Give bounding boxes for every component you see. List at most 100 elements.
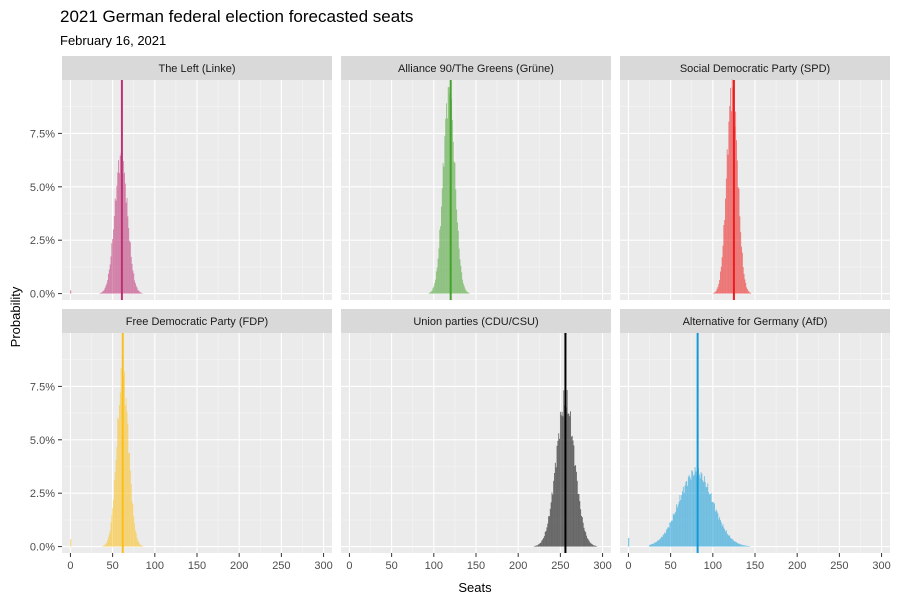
y-tick-label: 2.5%: [30, 235, 55, 247]
histogram-bar: [669, 522, 671, 547]
histogram-bar: [741, 246, 742, 294]
histogram-bar: [112, 508, 114, 547]
histogram-bar: [733, 541, 735, 547]
histogram-bar: [562, 416, 564, 547]
histogram-bar: [745, 545, 747, 547]
histogram-bar: [538, 543, 540, 547]
histogram-bar: [592, 545, 594, 547]
histogram-bar: [102, 291, 103, 294]
histogram-bar: [108, 534, 110, 547]
histogram-bar: [435, 279, 436, 294]
histogram-bar: [730, 538, 732, 547]
histogram-bar: [102, 546, 103, 547]
histogram-bar: [692, 471, 694, 547]
histogram-bar: [436, 267, 438, 294]
histogram-bar: [140, 544, 141, 547]
histogram-bar: [748, 291, 750, 294]
facet-panel: Union parties (CDU/CSU) 0 50 100 150 200 250 30…: [341, 309, 612, 572]
facet-strip: [62, 309, 332, 333]
histogram-bar: [678, 501, 680, 547]
histogram-bar: [118, 405, 120, 547]
histogram-bar: [591, 543, 593, 547]
histogram-bar: [586, 535, 588, 547]
histogram-bar: [661, 537, 663, 547]
histogram-bar: [735, 541, 737, 547]
y-tick-label: 7.5%: [30, 381, 55, 393]
histogram-bar: [115, 460, 117, 547]
histogram-bar: [537, 545, 539, 547]
facet-strip-label: Alternative for Germany (AfD): [683, 316, 828, 328]
histogram-bar: [131, 263, 133, 294]
histogram-bar: [568, 413, 570, 547]
histogram-bar: [713, 292, 715, 294]
histogram-bar: [541, 540, 543, 547]
histogram-bar: [745, 282, 747, 294]
histogram-bar: [543, 536, 545, 547]
histogram-bar: [430, 292, 431, 294]
histogram-bar: [683, 492, 685, 547]
histogram-bar: [545, 530, 547, 547]
histogram-bar: [570, 411, 571, 547]
histogram-bar: [658, 540, 660, 547]
histogram-bar: [663, 534, 665, 547]
histogram-bar: [741, 252, 743, 294]
histogram-bar: [111, 243, 113, 294]
histogram-bar: [699, 478, 701, 547]
histogram-bar: [731, 79, 733, 294]
histogram-bar: [133, 273, 135, 294]
histogram-bar: [659, 539, 661, 547]
histogram-bar: [462, 283, 464, 294]
histogram-bar: [679, 495, 681, 547]
histogram-bar: [721, 257, 723, 294]
histogram-bar: [743, 545, 745, 547]
histogram-bar: [138, 542, 140, 547]
histogram-bar: [656, 541, 658, 547]
histogram-bar: [672, 513, 674, 547]
histogram-bar: [748, 546, 750, 547]
histogram-bar: [628, 538, 630, 547]
histogram-bar: [692, 475, 694, 547]
histogram-bar: [705, 486, 707, 547]
histogram-bar: [117, 172, 119, 294]
histogram-bar: [575, 471, 577, 547]
histogram-bar: [112, 239, 114, 294]
facet-strip: [62, 56, 332, 80]
histogram-bar: [110, 256, 112, 294]
x-tick-label: 0: [346, 560, 352, 572]
histogram-bar: [140, 292, 141, 294]
histogram-bar: [588, 540, 590, 547]
histogram-bar: [444, 136, 446, 294]
histogram-bar: [118, 160, 120, 294]
histogram-bar: [718, 519, 720, 547]
histogram-bar: [124, 172, 125, 294]
histogram-bar: [124, 371, 125, 547]
facet-strip: [620, 309, 890, 333]
histogram-bar: [737, 187, 739, 294]
x-tick-label: 300: [593, 560, 611, 572]
histogram-bar: [563, 390, 565, 547]
histogram-bar: [113, 215, 115, 294]
histogram-bar: [457, 230, 459, 294]
histogram-bar: [460, 265, 462, 294]
histogram-bar: [539, 543, 541, 547]
histogram-bar: [681, 495, 683, 547]
histogram-bar: [649, 544, 651, 547]
histogram-bar: [728, 535, 730, 547]
histogram-bar: [709, 494, 710, 547]
histogram-bar: [462, 279, 463, 294]
histogram-bar: [688, 474, 690, 547]
histogram-bar: [125, 398, 127, 547]
histogram-bar: [665, 529, 667, 547]
panel-grid: The Left (Linke) 0.0% 2.5% 5.0% 7.5% Alliance…: [30, 56, 891, 572]
histogram-bar: [707, 483, 709, 547]
histogram-bar: [104, 544, 106, 547]
histogram-bar: [741, 544, 742, 547]
histogram-bar: [581, 515, 582, 547]
histogram-bar: [722, 524, 724, 547]
histogram-bar: [704, 482, 706, 547]
histogram-bar: [118, 173, 120, 294]
histogram-bar: [134, 283, 136, 294]
histogram-bar: [730, 111, 732, 294]
histogram-bar: [137, 290, 139, 294]
facet-panel: Free Democratic Party (FDP) 0.0% 2.5% 5.0% 7…: [30, 309, 333, 572]
